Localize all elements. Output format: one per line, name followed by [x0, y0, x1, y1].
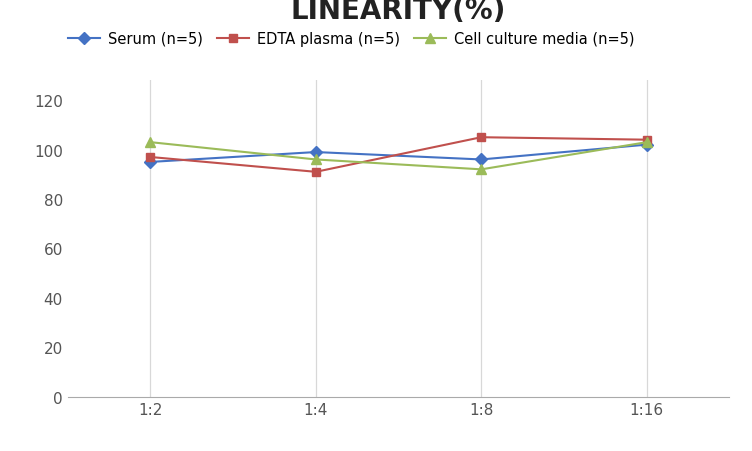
- EDTA plasma (n=5): [146, 155, 155, 161]
- Cell culture media (n=5): [477, 167, 486, 173]
- Serum (n=5): [311, 150, 320, 156]
- Serum (n=5): [477, 157, 486, 163]
- EDTA plasma (n=5): [642, 138, 651, 143]
- Serum (n=5): [642, 143, 651, 148]
- Cell culture media (n=5): [311, 157, 320, 163]
- Serum (n=5): [146, 160, 155, 165]
- Line: Serum (n=5): Serum (n=5): [146, 141, 651, 167]
- EDTA plasma (n=5): [477, 135, 486, 141]
- Title: LINEARITY(%): LINEARITY(%): [291, 0, 506, 25]
- Legend: Serum (n=5), EDTA plasma (n=5), Cell culture media (n=5): Serum (n=5), EDTA plasma (n=5), Cell cul…: [68, 32, 634, 46]
- Cell culture media (n=5): [146, 140, 155, 146]
- Cell culture media (n=5): [642, 140, 651, 146]
- Line: EDTA plasma (n=5): EDTA plasma (n=5): [146, 134, 651, 177]
- Line: Cell culture media (n=5): Cell culture media (n=5): [146, 138, 651, 175]
- EDTA plasma (n=5): [311, 170, 320, 175]
